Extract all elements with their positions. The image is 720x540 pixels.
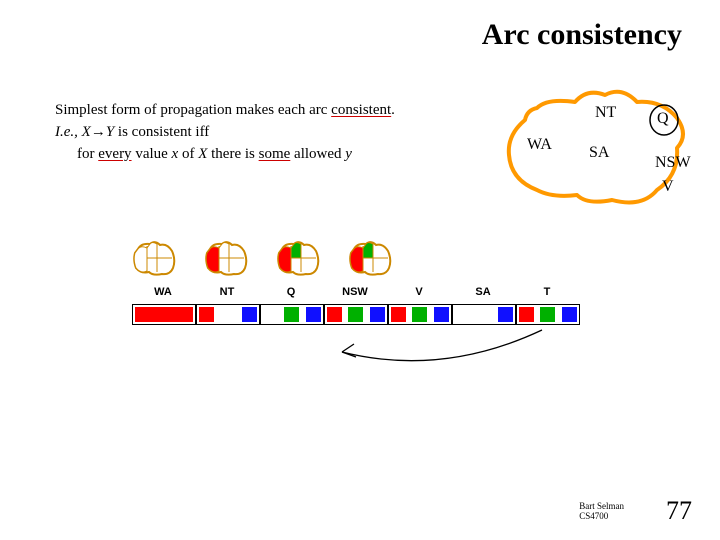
text: Simplest form of propagation makes each … <box>55 102 331 118</box>
text: of <box>178 146 198 162</box>
text-underlined: every <box>98 146 131 162</box>
text: is consistent iff <box>114 124 209 140</box>
domain-value-square <box>284 307 299 322</box>
text-underlined: some <box>259 146 291 162</box>
arc-arrow <box>332 322 552 372</box>
column-label: V <box>388 286 450 298</box>
page-number: 77 <box>666 496 692 526</box>
column-label: T <box>516 286 578 298</box>
column-label: NT <box>196 286 258 298</box>
domain-value-square <box>199 307 214 322</box>
map-label-v: V <box>662 178 674 196</box>
map-label-q: Q <box>657 110 669 128</box>
column-label: WA <box>132 286 194 298</box>
text: there is <box>207 146 258 162</box>
domain-box <box>260 304 324 325</box>
map-label-sa: SA <box>589 144 609 162</box>
text: X <box>198 146 207 162</box>
domain-value-square <box>412 307 427 322</box>
map-label-nt: NT <box>595 104 616 122</box>
footer-author: Bart Selman CS4700 <box>579 502 624 522</box>
body-text: Simplest form of propagation makes each … <box>55 100 435 165</box>
text: for <box>77 146 98 162</box>
text-underlined: consistent <box>331 102 391 118</box>
domain-value-square <box>348 307 363 322</box>
domains-diagram: WANTQNSWVSAT <box>132 238 586 368</box>
domain-value-square <box>327 307 342 322</box>
arrow-glyph: → <box>91 124 106 140</box>
text: Y <box>106 124 114 140</box>
text: I.e., <box>55 124 82 140</box>
domain-value-square <box>434 307 449 322</box>
domain-box <box>196 304 260 325</box>
domain-value-square <box>370 307 385 322</box>
mini-map <box>204 238 249 278</box>
column-label: Q <box>260 286 322 298</box>
domain-value-square <box>498 307 513 322</box>
text: y <box>345 146 352 162</box>
text: value <box>132 146 172 162</box>
map-label-wa: WA <box>527 136 552 154</box>
mini-map <box>132 238 177 278</box>
domain-value-square <box>135 307 193 322</box>
column-label: NSW <box>324 286 386 298</box>
domain-value-square <box>540 307 555 322</box>
slide-title: Arc consistency <box>482 18 682 52</box>
map-label-nsw: NSW <box>655 154 691 172</box>
domain-box <box>132 304 196 325</box>
domain-value-square <box>519 307 534 322</box>
domain-value-square <box>391 307 406 322</box>
footer-line2: CS4700 <box>579 512 624 522</box>
australia-map: WA NT Q SA NSW V <box>497 80 702 210</box>
domain-value-square <box>306 307 321 322</box>
text: X <box>82 124 91 140</box>
domain-value-square <box>242 307 257 322</box>
mini-map <box>348 238 393 278</box>
text: allowed <box>290 146 345 162</box>
mini-map <box>276 238 321 278</box>
column-label: SA <box>452 286 514 298</box>
text: . <box>391 102 395 118</box>
domain-value-square <box>562 307 577 322</box>
